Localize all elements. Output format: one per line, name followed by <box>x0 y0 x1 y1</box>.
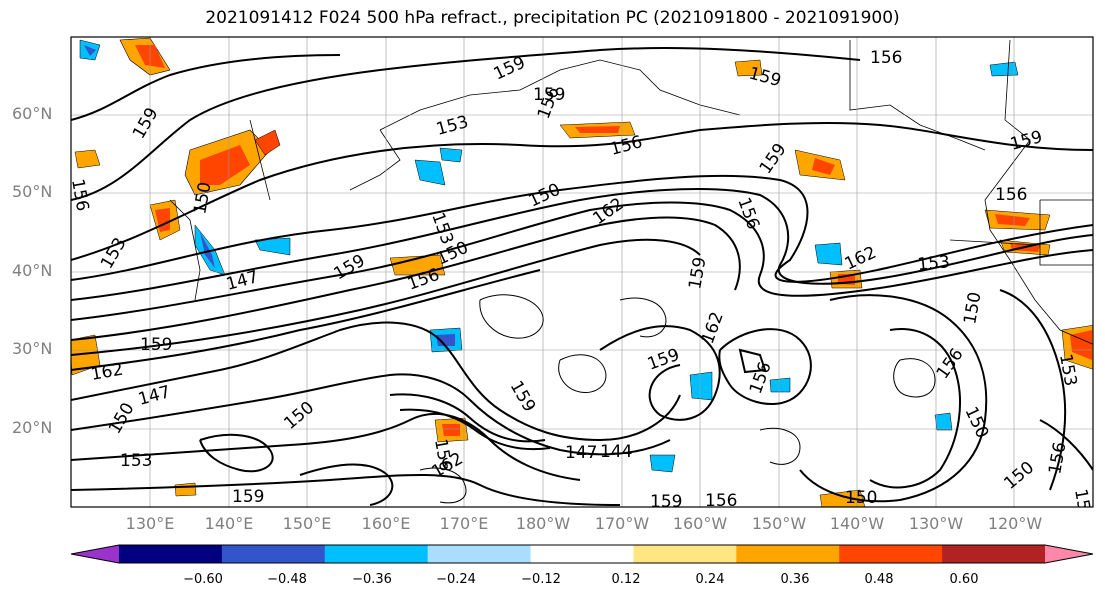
colorbar-tick: −0.48 <box>267 572 307 587</box>
lat-label: 30°N <box>12 339 53 358</box>
colorbar-segment <box>736 545 840 563</box>
colorbar-tick: −0.12 <box>521 572 561 587</box>
map-title: 2021091412 F024 500 hPa refract., precip… <box>205 8 900 28</box>
contour-label-150: 150 <box>845 488 877 508</box>
lat-label: 50°N <box>12 182 53 201</box>
thin-contours <box>419 294 936 504</box>
lon-label: 180°W <box>515 514 571 533</box>
contour-label: 153 <box>120 451 152 471</box>
colorbar-segment <box>1045 545 1093 563</box>
colorbar-segment <box>71 545 119 563</box>
contour-label: 144 <box>600 442 632 462</box>
colorbar-segment <box>839 545 943 563</box>
refractivity-contours <box>71 47 1093 506</box>
lat-label: 40°N <box>12 261 53 280</box>
contour-label-159b: 159 <box>650 492 682 512</box>
contour-label: 159 <box>140 335 172 355</box>
colorbar-tick: −0.36 <box>352 572 392 587</box>
contour-label: 156 <box>995 185 1027 205</box>
lon-label: 160°W <box>672 514 728 533</box>
contour-label: 147 <box>565 443 597 463</box>
plot-frame <box>70 36 1094 508</box>
graticule <box>71 37 1093 507</box>
colorbar-tick: 0.36 <box>780 572 810 587</box>
colorbar-tick: −0.24 <box>436 572 476 587</box>
contour-label: 159 <box>533 85 565 105</box>
lon-label: 170°E <box>439 514 489 533</box>
colorbar-tick: 0.24 <box>695 572 725 587</box>
lon-label: 120°W <box>987 514 1043 533</box>
colorbar-segment <box>119 545 223 563</box>
colorbar-segment <box>427 545 532 563</box>
contour-labels-lower: 162 159 159 156 150 150 156 156 153 <box>232 352 1095 522</box>
colorbar-segment <box>221 545 326 563</box>
colorbar-tick: 0.48 <box>864 572 894 587</box>
contour-label: 153 <box>917 252 951 275</box>
colorbar-tick: 0.12 <box>611 572 641 587</box>
colorbar-tick: −0.60 <box>183 572 223 587</box>
lon-label: 170°W <box>594 514 650 533</box>
colorbar-tick: 0.60 <box>949 572 979 587</box>
lon-label: 140°W <box>829 514 885 533</box>
lat-label: 20°N <box>12 418 53 437</box>
contour-label: 156 <box>67 177 92 212</box>
contour-label-156b: 156 <box>1070 487 1095 522</box>
colorbar-segment <box>530 545 634 563</box>
lon-label: 150°W <box>751 514 807 533</box>
colorbar-segment <box>942 545 1046 563</box>
contour-label-159: 159 <box>232 487 264 507</box>
lon-label: 160°E <box>361 514 411 533</box>
precipitation-shading <box>71 37 1093 507</box>
contour-label-156: 156 <box>705 491 737 511</box>
lon-label: 130°W <box>908 514 964 533</box>
lat-label: 60°N <box>12 104 53 123</box>
lon-label: 150°E <box>282 514 332 533</box>
lon-label: 140°E <box>204 514 254 533</box>
colorbar-outline <box>70 544 1094 564</box>
colorbar-segment <box>324 545 429 563</box>
colorbar-segment <box>633 545 737 563</box>
coastlines <box>169 39 1093 345</box>
contour-label: 156 <box>870 48 902 68</box>
lon-label: 130°E <box>125 514 175 533</box>
